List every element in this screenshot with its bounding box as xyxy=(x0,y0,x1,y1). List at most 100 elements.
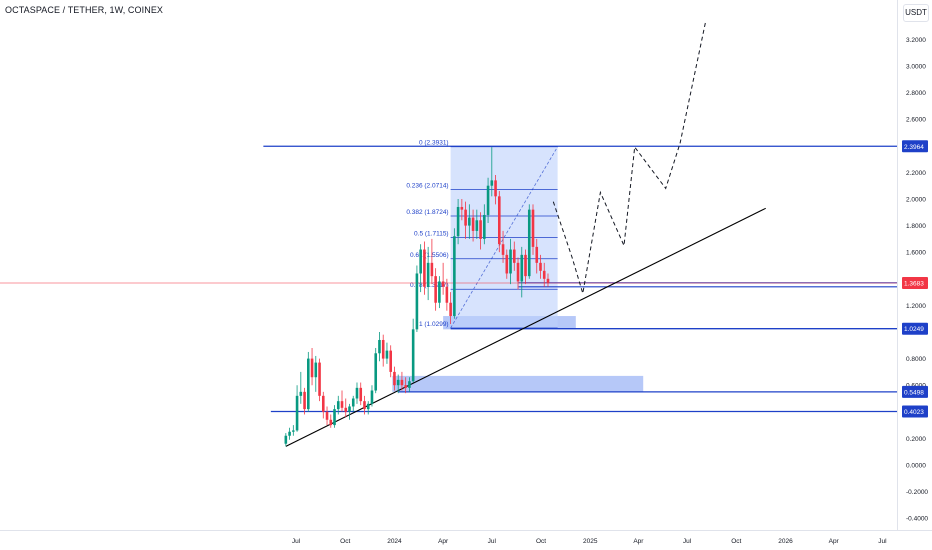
candle-body xyxy=(333,409,336,426)
time-axis-separator xyxy=(0,530,932,531)
candle-body xyxy=(419,249,422,274)
candle-body xyxy=(426,262,430,287)
candle-body xyxy=(408,381,411,388)
candle-body xyxy=(321,395,325,412)
candle-body xyxy=(509,249,512,274)
candle-body xyxy=(453,236,456,317)
price-axis-separator xyxy=(897,0,898,530)
y-tick-label: 1.2000 xyxy=(906,303,926,310)
candle-body xyxy=(359,387,363,402)
level-price-badge xyxy=(902,322,928,335)
candle-body xyxy=(539,262,542,271)
candle-body xyxy=(366,403,370,410)
currency-badge[interactable]: USDT xyxy=(903,4,929,22)
candle-body xyxy=(423,249,426,287)
x-tick-label: 2026 xyxy=(778,538,793,545)
y-tick-label: 1.8000 xyxy=(906,223,926,230)
x-tick-label: 2024 xyxy=(387,538,402,545)
candle-body xyxy=(299,391,303,396)
candle-body xyxy=(404,385,407,388)
x-tick-label: Jul xyxy=(683,538,692,545)
candle-body xyxy=(370,390,374,404)
candle-body xyxy=(490,180,494,186)
candle-body xyxy=(351,398,355,407)
candle-body xyxy=(434,276,437,303)
candle-body xyxy=(486,185,490,215)
x-tick-label: Jul xyxy=(488,538,497,545)
level-price-badge xyxy=(902,140,928,153)
fib-level-label: 0.61 (1.5506) xyxy=(410,252,449,259)
candle-body xyxy=(303,391,306,410)
candle-body xyxy=(411,329,415,382)
candle-body xyxy=(475,220,479,231)
y-tick-label: 0.8000 xyxy=(906,356,926,363)
ascending-trendline xyxy=(285,207,766,447)
candle-body xyxy=(292,430,295,432)
x-tick-label: Jul xyxy=(878,538,887,545)
candle-body xyxy=(464,209,467,226)
y-tick-label: 0.2000 xyxy=(906,436,926,443)
candle-body xyxy=(310,358,314,378)
level-price-badge xyxy=(902,385,928,398)
candle-body xyxy=(449,302,452,317)
candle-body xyxy=(430,262,434,277)
candle-body xyxy=(520,254,524,282)
y-tick-label: 3.0000 xyxy=(906,64,926,71)
y-tick-label: 1.6000 xyxy=(906,250,926,257)
candle-body xyxy=(348,406,351,412)
x-tick-label: Apr xyxy=(633,538,644,545)
candle-body xyxy=(546,278,550,283)
candle-body xyxy=(344,407,348,412)
chart-title: OCTASPACE / TETHER, 1W, COINEX xyxy=(5,5,164,15)
y-tick-label: 2.2000 xyxy=(906,170,926,177)
x-tick-label: Oct xyxy=(340,538,350,545)
candle-body xyxy=(396,379,400,386)
level-price-label: 2.3964 xyxy=(904,144,924,151)
candle-body xyxy=(393,371,396,386)
candle-body xyxy=(336,401,340,410)
candle-body xyxy=(284,435,288,444)
x-tick-label: Jul xyxy=(292,538,301,545)
candle-body xyxy=(468,217,471,226)
y-tick-label: 2.6000 xyxy=(906,117,926,124)
candle-body xyxy=(363,401,366,410)
candle-body xyxy=(307,358,310,410)
candle-body xyxy=(516,262,520,282)
x-tick-label: 2025 xyxy=(583,538,598,545)
y-tick-label: -0.2000 xyxy=(906,489,928,496)
candle-body xyxy=(542,270,546,279)
candle-body xyxy=(378,339,381,354)
candle-body xyxy=(524,254,527,277)
candle-body xyxy=(498,196,501,245)
x-tick-label: Apr xyxy=(438,538,449,545)
candle-body xyxy=(512,249,516,263)
level-price-label: 1.0249 xyxy=(904,326,924,333)
price-projection-path xyxy=(552,20,707,294)
fib-level-label: 0.382 (1.8724) xyxy=(406,209,448,216)
candle-body xyxy=(381,339,385,359)
current-price-label: 1.3683 xyxy=(904,281,924,288)
candle-body xyxy=(471,217,475,231)
candle-body xyxy=(314,362,318,378)
candle-body xyxy=(456,206,460,237)
candle-body xyxy=(389,350,392,372)
x-tick-label: Apr xyxy=(829,538,840,545)
level-price-badge xyxy=(902,405,928,418)
level-price-label: 0.5498 xyxy=(904,389,924,396)
candle-body xyxy=(527,209,531,277)
x-tick-label: Oct xyxy=(731,538,741,545)
candle-body xyxy=(531,209,535,247)
candle-body xyxy=(501,244,505,255)
y-tick-label: -0.4000 xyxy=(906,516,928,523)
candle-body xyxy=(494,180,497,197)
candle-body xyxy=(441,281,445,287)
candle-body xyxy=(505,254,509,274)
candle-body xyxy=(415,273,419,330)
demand-zone xyxy=(392,375,644,392)
candle-body xyxy=(535,246,539,263)
y-tick-label: 2.0000 xyxy=(906,197,926,204)
candle-body xyxy=(445,286,449,303)
fib-level-label: 0.236 (2.0714) xyxy=(406,183,448,190)
